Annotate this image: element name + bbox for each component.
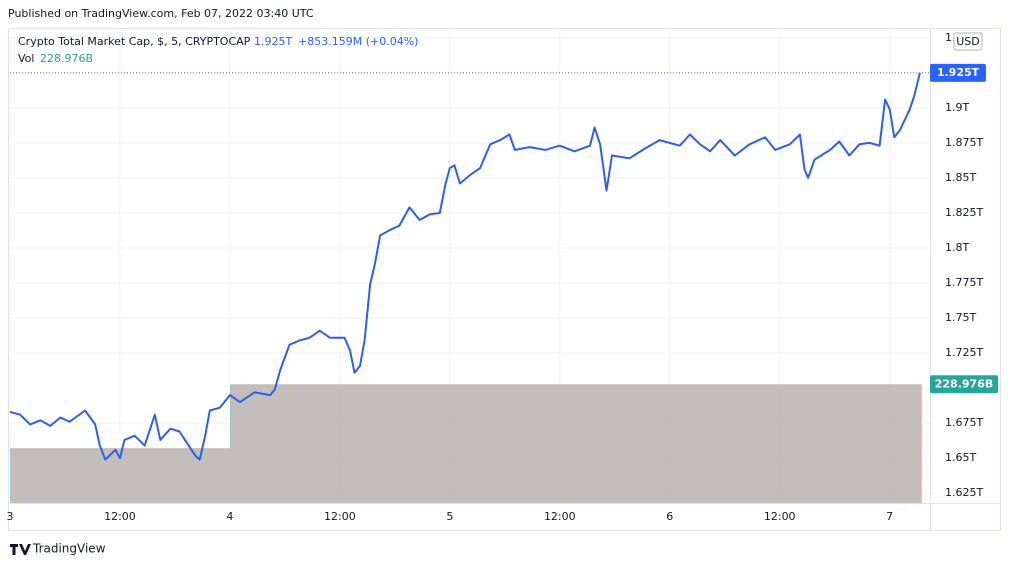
x-tick-label: 4: [226, 510, 233, 523]
brand-name: TradingView: [32, 542, 106, 556]
header-last-price: 1.925T: [254, 35, 292, 48]
currency-badge[interactable]: [953, 32, 983, 51]
x-tick-label: 3: [7, 510, 14, 523]
y-tick-label: 1.65T: [945, 451, 976, 464]
x-tick-label: 5: [446, 510, 453, 523]
last-price-badge: [930, 63, 986, 82]
volume-legend-value: 228.976B: [40, 52, 93, 65]
y-tick-label: 1.9T: [945, 101, 969, 114]
y-tick-label: 1.75T: [945, 311, 976, 324]
y-tick-label: 1.85T: [945, 171, 976, 184]
x-tick-label: 12:00: [764, 510, 796, 523]
y-tick-label: 1.675T: [945, 416, 983, 429]
axes-layer: 1.625T 1.65T 1.675T 1.725T 1.75T 1.775T 1.8T 1.…: [7, 31, 998, 523]
volume-badge-label: 228.976B: [935, 377, 994, 390]
volume-bar: [229, 384, 922, 503]
chart-title: Crypto Total Market Cap, $, 5, CRYPTOCAP: [18, 35, 251, 48]
x-tick-label: 6: [666, 510, 673, 523]
volume-layer: [10, 384, 922, 503]
frame: [8, 28, 1001, 531]
y-tick-label: 1.: [945, 31, 956, 44]
published-note: Published on TradingView.com, Feb 07, 20…: [8, 7, 314, 20]
y-tick-label: 1.8T: [945, 241, 969, 254]
volume-legend: Vol: [18, 52, 34, 65]
last-price-label: 1.925T: [937, 66, 980, 79]
x-tick-label: 7: [886, 510, 893, 523]
y-tick-label: 1.775T: [945, 276, 983, 289]
price-line: [9, 72, 921, 461]
x-tick-label: 12:00: [104, 510, 136, 523]
header-change: +853.159M (+0.04%): [298, 35, 418, 48]
y-tick-label: 1.625T: [945, 486, 983, 499]
x-tick-label: 12:00: [544, 510, 576, 523]
x-tick-label: 12:00: [324, 510, 356, 523]
y-tick-label: 1.875T: [945, 136, 983, 149]
plot-layer: [9, 72, 930, 461]
y-tick-label: 1.825T: [945, 206, 983, 219]
volume-badge: [930, 375, 998, 394]
currency-label[interactable]: USD: [956, 35, 980, 48]
y-tick-label: 1.725T: [945, 346, 983, 359]
brand-logo: [10, 544, 31, 555]
